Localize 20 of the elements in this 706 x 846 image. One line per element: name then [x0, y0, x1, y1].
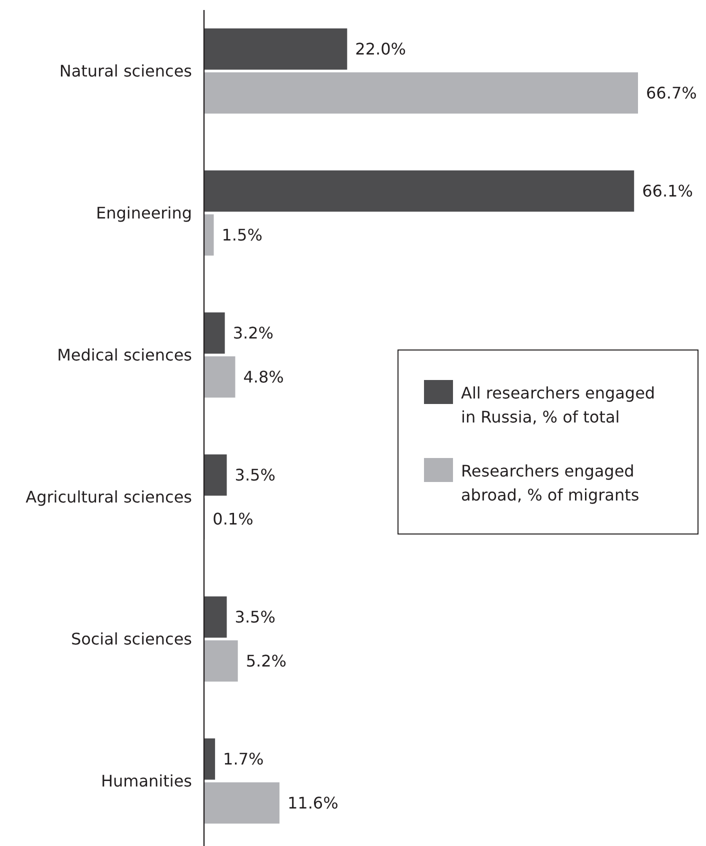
data-label: 5.2% — [246, 651, 286, 670]
y-tick-label: Natural sciences — [59, 62, 192, 80]
data-label: 66.1% — [642, 182, 693, 201]
data-label: 66.7% — [646, 83, 697, 102]
data-label: 1.7% — [223, 750, 264, 769]
y-tick-label: Engineering — [96, 204, 192, 222]
data-label: 1.5% — [222, 225, 262, 244]
data-label: 11.6% — [287, 793, 338, 812]
legend-label: All researchers engaged in Russia, % of total — [461, 384, 656, 426]
y-tick-label: Agricultural sciences — [26, 488, 192, 506]
data-label: 4.8% — [243, 367, 284, 386]
data-label: 3.5% — [234, 466, 276, 485]
data-label: 0.1% — [212, 509, 254, 528]
data-label: 22.0% — [355, 40, 406, 59]
data-label: 3.2% — [232, 324, 274, 343]
legend-label: Researchers engaged abroad, % of migrants — [461, 462, 640, 504]
y-tick-label: Humanities — [100, 772, 192, 790]
y-tick-label: Medical sciences — [57, 346, 192, 364]
y-tick-label: Social sciences — [70, 630, 192, 648]
data-label: 3.5% — [234, 608, 276, 627]
